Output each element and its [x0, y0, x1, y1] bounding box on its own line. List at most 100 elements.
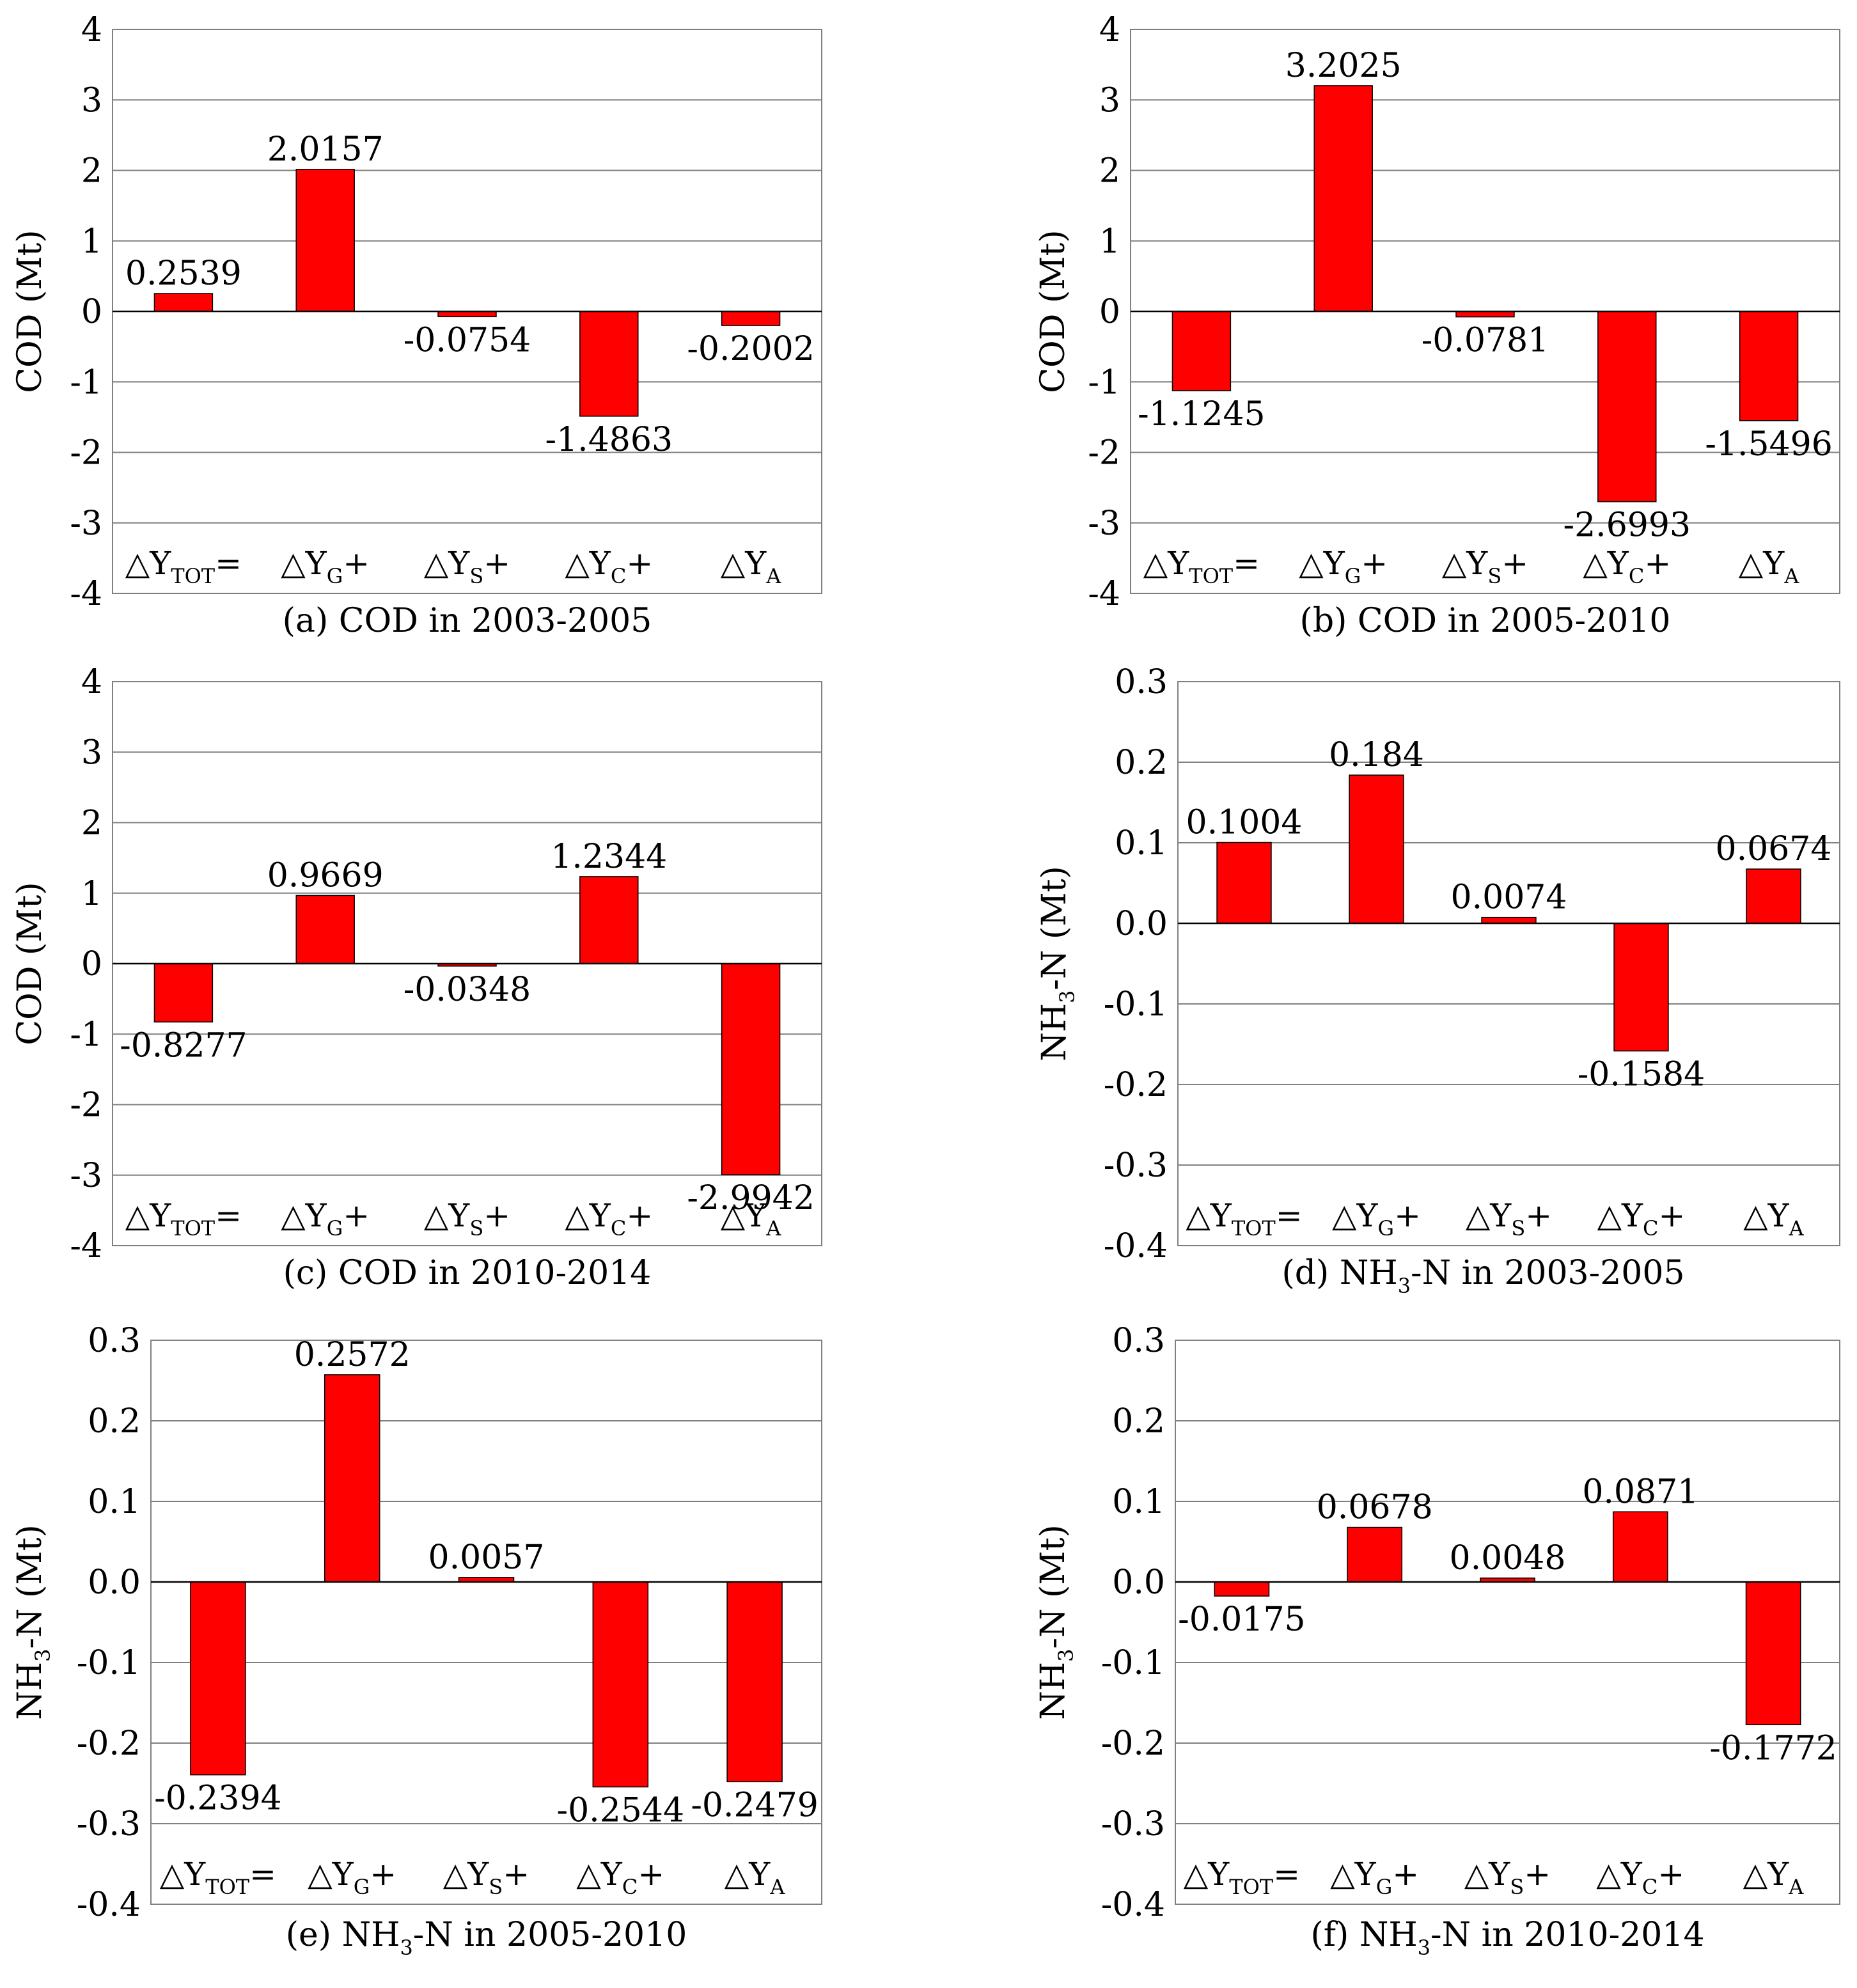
- y-tick-label: 3: [81, 733, 102, 772]
- value-label: -1.4863: [545, 421, 673, 459]
- value-label: -0.0175: [1178, 1601, 1306, 1639]
- y-tick-label: 0.2: [1112, 1402, 1165, 1441]
- value-label: -1.1245: [1138, 395, 1265, 434]
- bar-1: [1171, 311, 1232, 391]
- chart-c: 4 3 2 1 0 -1 -2 -3 -4 -0.8277 0.9669 -0.0348 1.2344 -…: [11, 663, 822, 1292]
- y-axis-label: NH3-N (Mt): [1035, 866, 1079, 1061]
- bar-2: [295, 895, 355, 964]
- bar-5: [721, 963, 781, 1175]
- value-label: 0.1004: [1186, 803, 1303, 841]
- y-tick-label: -0.4: [1101, 1886, 1165, 1924]
- y-tick-label: -0.3: [1101, 1805, 1165, 1843]
- y-tick-label: 0: [1099, 293, 1120, 331]
- bar-4: [592, 1581, 649, 1788]
- value-label: 1.2344: [551, 838, 667, 876]
- value-label: 2.0157: [267, 130, 384, 169]
- category-label: △YA: [721, 1197, 781, 1241]
- bar-1: [1214, 1581, 1270, 1597]
- y-tick-label: 0.3: [1112, 1322, 1165, 1360]
- y-tick-label: -0.2: [77, 1725, 141, 1763]
- bar-4: [1613, 923, 1669, 1052]
- category-label: △YS+: [443, 1856, 529, 1899]
- value-label: 0.0057: [428, 1538, 545, 1577]
- category-label: △YTOT=: [1184, 1856, 1300, 1899]
- y-tick-label: -3: [1088, 505, 1120, 543]
- plot-frame: [150, 1340, 822, 1905]
- y-tick-label: -0.3: [1104, 1147, 1168, 1185]
- bar-1: [153, 293, 214, 312]
- y-tick-label: -0.3: [77, 1805, 141, 1843]
- category-label: △YA: [725, 1856, 785, 1899]
- bar-5: [721, 311, 781, 326]
- value-label: 0.0074: [1451, 879, 1567, 917]
- bar-5: [726, 1581, 783, 1783]
- y-tick-label: -2: [70, 1086, 102, 1125]
- plot-frame: [1177, 681, 1840, 1246]
- y-tick-label: 0.0: [1112, 1563, 1165, 1602]
- category-label: △YC+: [1596, 1856, 1684, 1899]
- y-tick-label: 3: [1099, 81, 1120, 120]
- category-label: △YC+: [1583, 545, 1671, 588]
- y-tick-label: -0.4: [1104, 1227, 1168, 1265]
- y-axis-label: NH3-N (Mt): [1034, 1524, 1078, 1720]
- bar-4: [1597, 311, 1657, 503]
- y-tick-label: 0.3: [1115, 663, 1168, 701]
- category-label: △YG+: [281, 545, 370, 588]
- value-label: -0.0781: [1422, 322, 1549, 360]
- category-label: △YTOT=: [1186, 1197, 1302, 1241]
- chart-f: 0.3 0.2 0.1 0.0 -0.1 -0.2 -0.3 -0.4 -0.0175 0.067…: [1034, 1322, 1840, 1960]
- y-axis-label: COD (Mt): [1034, 230, 1072, 393]
- y-tick-label: 2: [1099, 152, 1120, 191]
- y-tick-label: 0.1: [1112, 1483, 1165, 1521]
- y-tick-label: -4: [1088, 575, 1120, 613]
- value-label: 0.0871: [1582, 1473, 1698, 1511]
- y-tick-label: 0.3: [88, 1322, 141, 1360]
- category-label: △YTOT=: [125, 545, 242, 588]
- value-label: -2.6993: [1563, 506, 1691, 545]
- value-label: 0.2539: [125, 254, 242, 293]
- category-label: △YS+: [1442, 545, 1528, 588]
- bar-2: [1347, 1526, 1403, 1583]
- category-label: △YTOT=: [160, 1856, 276, 1899]
- y-tick-label: -3: [70, 1157, 102, 1195]
- value-label: -0.0348: [404, 971, 531, 1009]
- category-label: △YS+: [424, 545, 510, 588]
- y-tick-label: -4: [70, 575, 102, 613]
- value-label: -0.0754: [404, 321, 531, 359]
- y-tick-label: -1: [70, 1015, 102, 1054]
- category-label: △YC+: [1597, 1197, 1686, 1241]
- bar-4: [579, 876, 639, 964]
- bar-5: [1746, 868, 1801, 924]
- y-tick-label: 0.2: [88, 1402, 141, 1441]
- category-label: △YC+: [576, 1856, 664, 1899]
- bar-5: [1745, 1581, 1801, 1726]
- y-tick-label: 3: [81, 81, 102, 120]
- chart-b: 4 3 2 1 0 -1 -2 -3 -4 -1.1245 3.2025 -0.0781 -2.6993…: [1034, 11, 1840, 640]
- chart-e: 0.3 0.2 0.1 0.0 -0.1 -0.2 -0.3 -0.4 -0.2394 0.257…: [11, 1322, 822, 1960]
- value-label: 0.0048: [1450, 1539, 1566, 1577]
- chart-title: (a) COD in 2003-2005: [283, 602, 652, 640]
- category-label: △YC+: [565, 545, 653, 588]
- value-label: -0.1772: [1709, 1729, 1837, 1767]
- y-tick-label: 0: [81, 293, 102, 331]
- y-tick-label: -3: [70, 505, 102, 543]
- y-tick-label: 1: [1099, 223, 1120, 261]
- y-tick-label: -1: [1088, 363, 1120, 402]
- bar-1: [1216, 841, 1272, 924]
- value-label: 0.0678: [1317, 1489, 1433, 1527]
- category-label: △YS+: [424, 1197, 510, 1241]
- chart-title: (d) NH3-N in 2003-2005: [1281, 1254, 1684, 1298]
- category-label: △YA: [721, 545, 781, 588]
- y-tick-label: -0.1: [1101, 1644, 1165, 1682]
- y-tick-label: 0.0: [1115, 905, 1168, 943]
- chart-title: (b) COD in 2005-2010: [1300, 602, 1671, 640]
- bar-2: [1349, 774, 1404, 924]
- y-tick-label: -0.1: [77, 1644, 141, 1682]
- chart-d: 0.3 0.2 0.1 0.0 -0.1 -0.2 -0.3 -0.4 0.1004 0.184 0…: [1035, 663, 1840, 1298]
- category-label: △YA: [1743, 1856, 1804, 1899]
- y-tick-label: -0.1: [1104, 985, 1168, 1024]
- chart-a: 4 3 2 1 0 -1 -2 -3 -4 0.2539 2.0157 -0.0754 -1.4863 -…: [11, 11, 822, 640]
- y-axis-label: COD (Mt): [11, 882, 49, 1045]
- bar-4: [1612, 1511, 1668, 1583]
